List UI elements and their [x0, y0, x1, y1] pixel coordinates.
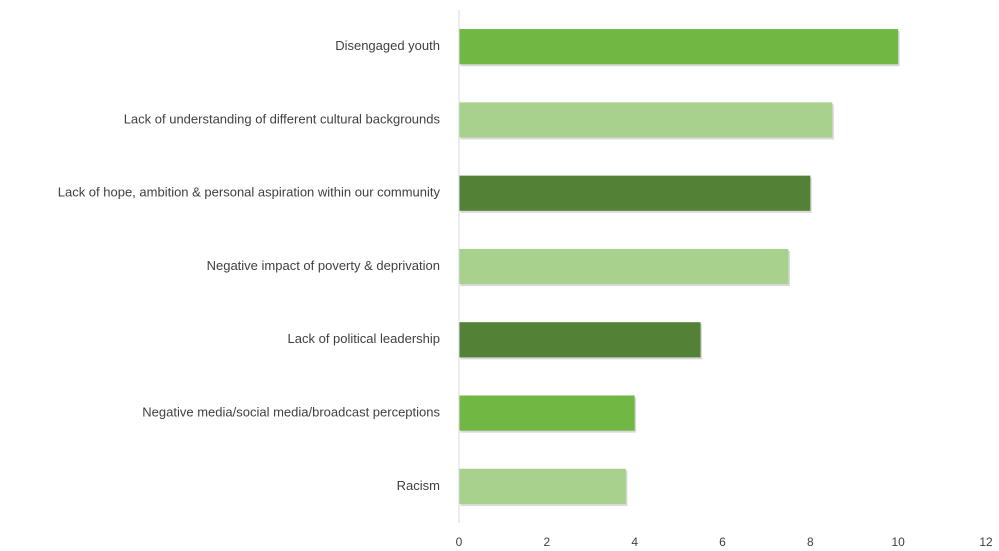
bar — [459, 468, 626, 504]
x-tick-label: 6 — [719, 535, 726, 549]
x-tick-label: 0 — [456, 535, 463, 549]
category-labels: Disengaged youth Lack of understanding of… — [58, 38, 441, 493]
category-label: Negative impact of poverty & deprivation — [207, 258, 440, 273]
bar — [459, 395, 635, 431]
category-label: Negative media/social media/broadcast pe… — [142, 405, 440, 420]
category-label: Lack of understanding of different cultu… — [124, 111, 441, 126]
x-tick-labels: 0 2 4 6 8 10 12 — [456, 535, 993, 549]
bar — [459, 175, 811, 211]
x-tick-label: 4 — [631, 535, 638, 549]
x-tick-label: 2 — [543, 535, 550, 549]
category-label: Racism — [397, 478, 440, 493]
category-label: Lack of political leadership — [288, 331, 440, 346]
category-label: Disengaged youth — [335, 38, 440, 53]
x-tick-label: 12 — [979, 535, 993, 549]
bar — [459, 102, 833, 138]
bar — [459, 322, 701, 358]
category-label: Lack of hope, ambition & personal aspira… — [58, 185, 441, 200]
bar — [459, 248, 789, 285]
bars-group — [459, 29, 900, 506]
bar — [459, 29, 899, 65]
x-tick-label: 8 — [807, 535, 814, 549]
x-tick-label: 10 — [891, 535, 905, 549]
